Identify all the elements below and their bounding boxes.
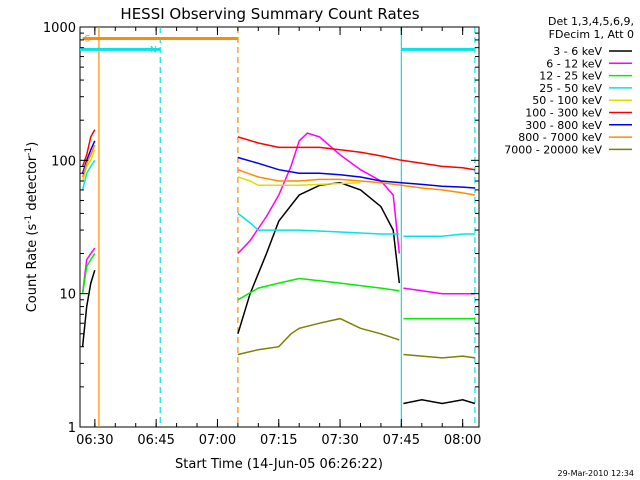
x-axis-label: Start Time (14-Jun-05 06:26:22) [175, 457, 383, 472]
series-line [237, 181, 401, 335]
y-tick-label: 1 [68, 421, 76, 436]
x-tick-label: 07:45 [383, 433, 420, 448]
flag-label: N [150, 45, 157, 55]
legend: Det 1,3,4,5,6,9, FDecim 1, Att 0 3 - 6 k… [504, 15, 634, 156]
plot-frame [79, 26, 480, 428]
y-tick-label: 10 [59, 288, 76, 303]
series-line [237, 156, 475, 189]
legend-label: 3 - 6 keV [553, 45, 602, 58]
series-line [237, 168, 476, 196]
series-line [81, 149, 96, 182]
legend-label: 100 - 300 keV [525, 107, 602, 120]
y-axis-label-part: detector [25, 155, 40, 215]
y-axis-label-sup: -1 [24, 147, 34, 156]
footer-date: 29-Mar-2010 12:34 [558, 469, 635, 478]
y-axis-label-sup: -1 [24, 215, 34, 224]
series-line [81, 253, 96, 294]
x-tick-label: 07:00 [199, 433, 236, 448]
series-line [81, 247, 96, 294]
x-tick-label: 06:30 [76, 433, 113, 448]
x-axis: 06:30 06:45 07:00 07:15 07:30 07:45 08:00 [76, 27, 481, 448]
legend-label: 6 - 12 keV [546, 57, 602, 70]
series-line [403, 353, 476, 359]
legend-header-line: FDecim 1, Att 0 [549, 28, 634, 41]
series-line [237, 212, 400, 235]
legend-header-line: Det 1,3,4,5,6,9, [548, 15, 634, 28]
series-lines [81, 129, 476, 405]
series-line [237, 132, 401, 255]
series-line [237, 317, 400, 356]
y-axis-label: Count Rate (s-1 detector-1) [24, 142, 40, 313]
legend-label: 25 - 50 keV [539, 82, 602, 95]
chart-title: HESSI Observing Summary Count Rates [120, 5, 419, 23]
series-line [81, 269, 96, 347]
time-markers [98, 27, 476, 427]
x-tick-label: 07:15 [260, 433, 297, 448]
y-tick-label: 1000 [43, 21, 76, 36]
legend-label: 300 - 800 keV [525, 119, 602, 132]
series-line [81, 144, 96, 178]
series-line [403, 399, 476, 405]
plot-area: SN [79, 26, 480, 428]
y-tick-label: 100 [51, 154, 76, 169]
series-line [237, 136, 476, 171]
legend-label: 50 - 100 keV [532, 94, 602, 107]
series-line [403, 233, 475, 237]
x-tick-label: 06:45 [137, 433, 174, 448]
series-line [237, 277, 400, 301]
y-axis-label-part: Count Rate (s [25, 224, 40, 313]
series-line [403, 287, 475, 295]
observing-flags: SN [80, 34, 475, 55]
series-line [237, 176, 361, 187]
x-tick-label: 08:00 [444, 433, 481, 448]
y-axis: 1 10 100 1000 [43, 21, 479, 436]
y-axis-label-part: ) [25, 142, 40, 147]
legend-label: 7000 - 20000 keV [504, 143, 602, 156]
legend-label: 800 - 7000 keV [518, 131, 602, 144]
flag-label: S [85, 34, 91, 44]
series-line [81, 159, 96, 191]
legend-label: 12 - 25 keV [539, 70, 602, 83]
x-tick-label: 07:30 [321, 433, 358, 448]
series-line [81, 140, 96, 174]
